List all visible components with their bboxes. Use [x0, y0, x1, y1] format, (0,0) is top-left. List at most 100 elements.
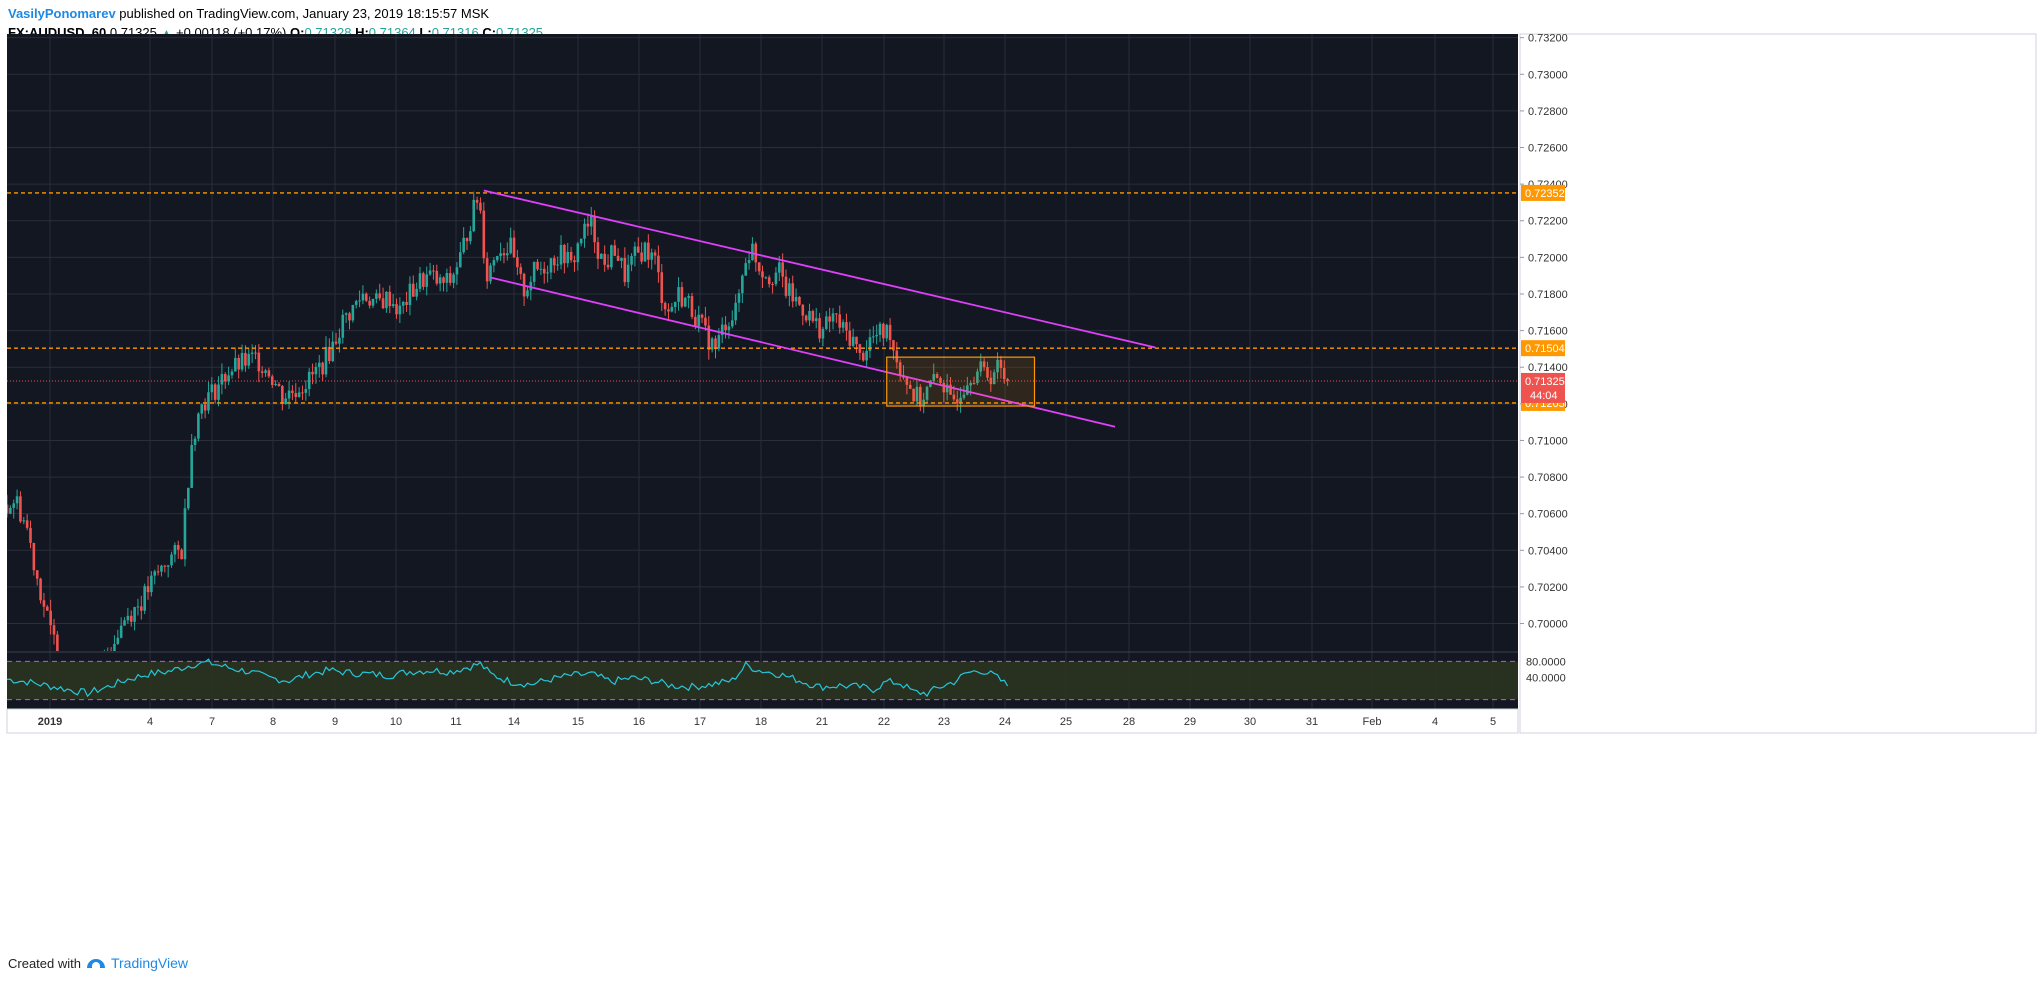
candle-body — [999, 359, 1003, 368]
candle-body — [368, 300, 371, 306]
candle-body — [811, 310, 815, 322]
candle-body — [469, 231, 472, 242]
candle-body — [851, 336, 855, 346]
created-with-text: Created with — [8, 955, 81, 971]
candle-body — [667, 309, 670, 312]
candle-body — [633, 246, 637, 256]
candle-body — [865, 350, 868, 361]
time-tick-label: 17 — [694, 716, 706, 728]
candle-body — [150, 575, 153, 593]
candle-body — [741, 275, 744, 294]
author-link[interactable]: VasilyPonomarev — [8, 6, 116, 21]
rsi-label-upper: 80.0000 — [1526, 656, 1566, 668]
candle-body — [274, 383, 277, 386]
candle-body — [593, 215, 596, 243]
candle-body — [895, 350, 899, 363]
candle-body — [391, 304, 395, 307]
candle-body — [170, 554, 173, 566]
candle-body — [32, 542, 36, 571]
time-tick-label: 10 — [390, 716, 402, 728]
candle-body — [657, 255, 660, 273]
candle-body — [1002, 367, 1006, 380]
candle-body — [190, 444, 193, 488]
candle-body — [301, 392, 304, 394]
candle-body — [536, 261, 539, 270]
candle-body — [788, 283, 791, 296]
channel — [483, 189, 1156, 428]
candle-body — [898, 362, 902, 376]
candle-body — [264, 370, 267, 373]
candle-body — [942, 382, 946, 393]
candle-body — [855, 336, 858, 345]
level-label: 0.71504 — [1525, 343, 1565, 355]
candle-body — [626, 264, 630, 283]
candle-body — [428, 270, 432, 275]
candle-body — [579, 238, 583, 244]
candle-body — [818, 318, 821, 339]
candle-body — [751, 243, 754, 261]
range-box — [886, 356, 1036, 407]
time-tick-label: 28 — [1123, 716, 1135, 728]
rsi-pane: 80.0000 40.0000 — [6, 651, 1566, 701]
candle-body — [801, 304, 805, 316]
candle-body — [986, 367, 989, 378]
price-tick-label: 0.72000 — [1528, 252, 1568, 264]
candle-body — [945, 384, 949, 393]
candle-body — [660, 272, 664, 303]
candle-body — [888, 324, 892, 341]
time-tick-label: 5 — [1490, 716, 1496, 728]
candle-body — [438, 277, 442, 284]
level-label-bg — [1521, 340, 1565, 357]
candle-body — [452, 274, 455, 283]
candle-body — [875, 334, 878, 337]
candle-body — [925, 386, 929, 400]
candle-body — [213, 384, 217, 400]
candle-body — [976, 371, 979, 384]
candle-body — [482, 210, 486, 259]
candle-body — [126, 615, 130, 621]
candle-body — [972, 383, 976, 385]
candle-body — [1006, 379, 1009, 381]
candle-body — [492, 260, 496, 266]
candle-body — [694, 316, 697, 327]
candle-body — [281, 385, 284, 404]
candle-body — [136, 606, 140, 608]
candle-body — [969, 383, 972, 386]
candle-body — [774, 272, 778, 285]
candle-body — [647, 242, 650, 260]
candle-body — [183, 508, 187, 560]
candle-body — [559, 244, 563, 265]
candle-body — [187, 487, 190, 509]
candle-body — [553, 258, 556, 266]
candle-body — [331, 341, 335, 362]
price-tick-label: 0.71000 — [1528, 435, 1568, 447]
candle-body — [838, 314, 842, 328]
candle-body — [959, 397, 962, 404]
candle-body — [606, 264, 610, 268]
price-tick-label: 0.71400 — [1528, 362, 1568, 374]
candle-body — [784, 276, 788, 296]
candle-body — [56, 634, 59, 651]
rsi-band — [7, 661, 1518, 700]
price-tick-label: 0.70800 — [1528, 472, 1568, 484]
level-label-bg — [1521, 184, 1565, 201]
up-arrow-icon: ▲ — [160, 26, 173, 40]
candle-body — [207, 392, 210, 411]
candle-body — [757, 262, 761, 272]
candle-body — [687, 296, 690, 298]
tradingview-brand[interactable]: TradingView — [110, 955, 189, 971]
candle-body — [683, 297, 687, 307]
candle-body — [247, 353, 251, 366]
time-axis — [6, 708, 1519, 734]
time-tick-label: 16 — [633, 716, 645, 728]
price-tick-label: 0.72800 — [1528, 106, 1568, 118]
time-tick-label: 29 — [1184, 716, 1196, 728]
candle-body — [932, 374, 936, 381]
candle-body — [824, 316, 828, 329]
candle-body — [448, 273, 452, 283]
candle-body — [321, 362, 324, 375]
candles — [7, 191, 1009, 651]
candle-body — [338, 337, 341, 344]
candle-body — [613, 245, 617, 256]
